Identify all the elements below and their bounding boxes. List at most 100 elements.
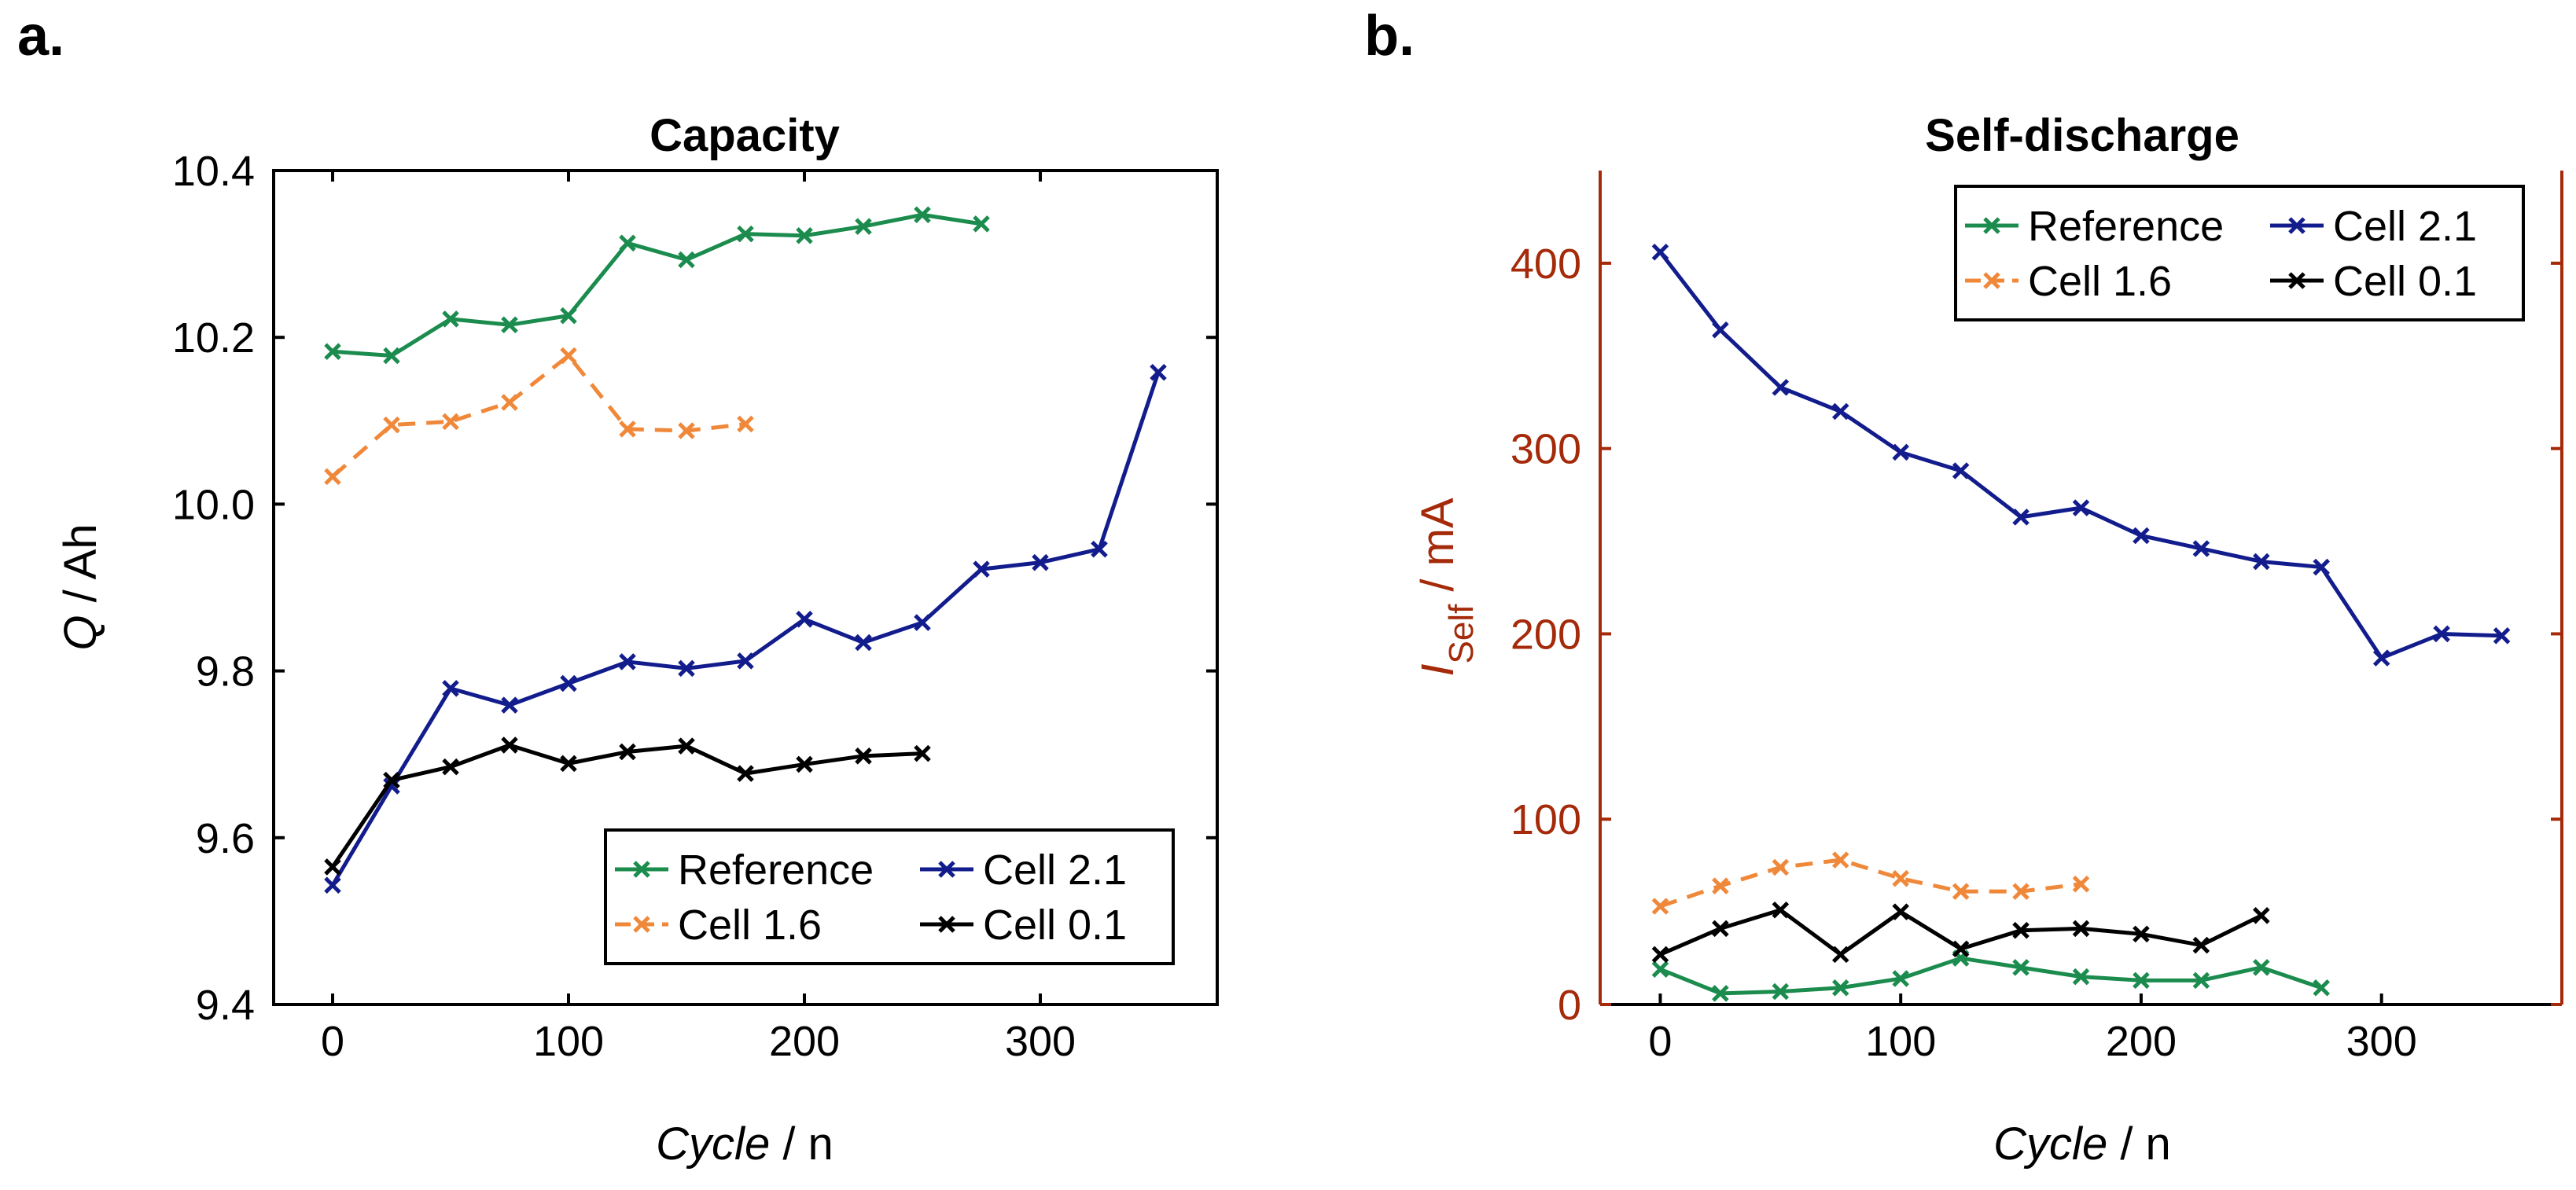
self-discharge-chart-title: Self-discharge <box>1925 110 2239 161</box>
capacity-series-cell-1-6-point <box>678 422 695 439</box>
self-discharge-series-reference-line <box>1659 956 2323 996</box>
capacity-x-tick-label: 100 <box>533 1018 604 1065</box>
capacity-legend-cell-0-1-marker <box>938 916 955 933</box>
capacity-y-tick-label: 9.6 <box>196 815 255 862</box>
capacity-y-axis-label: Q / Ah <box>55 523 106 650</box>
panel-b-label: b. <box>1364 5 1415 68</box>
self-discharge-series-cell-2-1-point <box>2072 499 2090 516</box>
self-discharge-series-reference-point <box>1651 960 1669 978</box>
capacity-series-reference-point <box>678 251 695 269</box>
capacity-chart-title: Capacity <box>650 110 840 161</box>
self-discharge-series-cell-2-1-point <box>2253 553 2270 571</box>
self-discharge-series-cell-1-6-point <box>1831 851 1849 869</box>
self-discharge-y-tick-label: 100 <box>1511 796 1581 843</box>
self-discharge-y-tick-label: 400 <box>1511 241 1581 288</box>
capacity-x-tick-label: 200 <box>769 1018 840 1065</box>
self-discharge-series-cell-2-1-point <box>1712 321 1729 339</box>
self-discharge-series-cell-2-1-point <box>2192 540 2210 557</box>
self-discharge-series-reference <box>1651 949 2331 1002</box>
self-discharge-y-tick-label: 0 <box>1558 982 1581 1029</box>
capacity-series-cell-1-6 <box>324 347 754 486</box>
capacity-legend: Reference Cell 2.1 Cell 1.6 Cell 0.1 <box>604 828 1175 965</box>
self-discharge-legend-cell-1-6-label: Cell 1.6 <box>2028 258 2172 305</box>
self-discharge-legend-cell-2-1: Cell 2.1 <box>2270 203 2477 250</box>
self-discharge-series-cell-0-1-point <box>2133 925 2150 943</box>
capacity-series-reference-line <box>332 212 982 358</box>
capacity-series-cell-2-1-point <box>678 659 695 678</box>
self-discharge-legend-reference-marker <box>1983 217 2000 234</box>
capacity-series-cell-2-1-point <box>1091 540 1108 558</box>
capacity-x-axis-label: Cycle / n <box>656 1118 834 1170</box>
self-discharge-legend-box <box>1954 185 2525 321</box>
self-discharge-series-cell-1-6-point <box>1952 883 1970 900</box>
self-discharge-x-tick-label: 100 <box>1865 1018 1936 1065</box>
self-discharge-series-cell-0-1-point <box>2012 921 2030 939</box>
self-discharge-series-cell-0-1-point <box>1892 903 1909 920</box>
capacity-series-cell-0-1 <box>324 736 931 876</box>
self-discharge-series-cell-2-1-point <box>2133 527 2150 545</box>
capacity-series-cell-1-6-point <box>324 468 341 486</box>
self-discharge-legend-reference: Reference <box>1965 203 2224 250</box>
self-discharge-x-tick-label: 300 <box>2346 1018 2417 1065</box>
self-discharge-series-cell-1-6-point <box>1892 869 1909 887</box>
self-discharge-series-reference-point <box>2313 979 2331 997</box>
capacity-series-cell-1-6-point <box>737 415 754 433</box>
self-discharge-x-tick-label: 0 <box>1648 1018 1672 1065</box>
self-discharge-series-cell-2-1-point <box>1952 462 1970 479</box>
self-discharge-series-cell-0-1-point <box>1712 920 1729 938</box>
self-discharge-series-cell-0-1-point <box>2072 920 2090 938</box>
self-discharge-legend-cell-2-1-marker <box>2288 217 2306 234</box>
capacity-series-cell-1-6-point <box>501 394 518 411</box>
self-discharge-legend-reference-label: Reference <box>2028 203 2224 250</box>
self-discharge-series-cell-2-1-point <box>1892 443 1909 461</box>
self-discharge-series-cell-0-1 <box>1651 901 2270 964</box>
self-discharge-legend-cell-0-1: Cell 0.1 <box>2270 258 2477 305</box>
capacity-series-cell-0-1-point <box>383 771 400 789</box>
capacity-series-cell-2-1-point <box>324 876 341 894</box>
self-discharge-legend-cell-2-1-label: Cell 2.1 <box>2333 203 2477 250</box>
capacity-series-cell-2-1-point <box>383 777 400 795</box>
capacity-y-tick-label: 10.4 <box>172 148 255 195</box>
panel-a-label: a. <box>17 5 64 68</box>
capacity-legend-box <box>604 828 1175 965</box>
self-discharge-series-cell-2-1-point <box>1772 379 1790 396</box>
capacity-series-cell-2-1-point <box>501 696 518 714</box>
capacity-panel: a. Capacity 0 100 200 300 9.4 9.6 9.8 10.0 10.2 1… <box>17 5 1219 1170</box>
self-discharge-series-cell-1-6-point <box>1651 898 1669 915</box>
capacity-series-cell-2-1-point <box>973 560 990 578</box>
capacity-y-tick-label: 9.4 <box>196 982 255 1029</box>
self-discharge-series-cell-2-1-point <box>1831 402 1849 421</box>
self-discharge-x-axis-label: Cycle / n <box>1993 1118 2171 1170</box>
self-discharge-series-cell-2-1-point <box>2012 509 2030 526</box>
capacity-x-tick-label: 300 <box>1005 1018 1076 1065</box>
self-discharge-legend-cell-0-1-marker <box>2288 272 2306 289</box>
capacity-legend-cell-1-6-marker <box>633 916 650 933</box>
self-discharge-y-tick-label: 300 <box>1511 426 1581 473</box>
capacity-series-cell-2-1-point <box>796 611 813 628</box>
capacity-legend-cell-0-1: Cell 0.1 <box>920 902 1127 949</box>
capacity-series-cell-1-6-point <box>383 416 400 434</box>
capacity-legend-cell-2-1-marker <box>938 861 955 878</box>
capacity-series-cell-1-6-line <box>331 354 746 479</box>
self-discharge-y-axis-label: ISelf / mA <box>1412 498 1481 677</box>
capacity-y-tick-label: 10.2 <box>172 314 255 362</box>
self-discharge-legend: Reference Cell 2.1 Cell 1.6 Cell 0.1 <box>1954 185 2525 321</box>
self-discharge-series-cell-2-1-point <box>2313 558 2331 576</box>
capacity-series-cell-2-1-point <box>442 680 459 697</box>
self-discharge-series-reference-point <box>1892 970 1909 987</box>
self-discharge-legend-cell-1-6: Cell 1.6 <box>1965 258 2172 305</box>
self-discharge-series-cell-2-1-point <box>2372 649 2390 667</box>
self-discharge-series-cell-0-1-point <box>1831 946 1849 964</box>
capacity-series-reference-point <box>973 215 990 233</box>
capacity-series-cell-1-6-point <box>560 347 577 365</box>
capacity-y-tick-label: 9.8 <box>196 648 255 696</box>
capacity-legend-cell-0-1-label: Cell 0.1 <box>983 902 1127 949</box>
capacity-series-reference <box>324 206 990 365</box>
capacity-y-tick-label: 10.0 <box>172 481 255 528</box>
capacity-series-cell-0-1-point <box>914 744 931 762</box>
self-discharge-series-reference-point <box>2192 971 2210 990</box>
capacity-series-cell-0-1-point <box>855 747 872 765</box>
capacity-series-cell-2-1-point <box>619 653 636 670</box>
self-discharge-series-cell-1-6 <box>1651 851 2090 915</box>
capacity-legend-cell-2-1: Cell 2.1 <box>920 847 1127 894</box>
